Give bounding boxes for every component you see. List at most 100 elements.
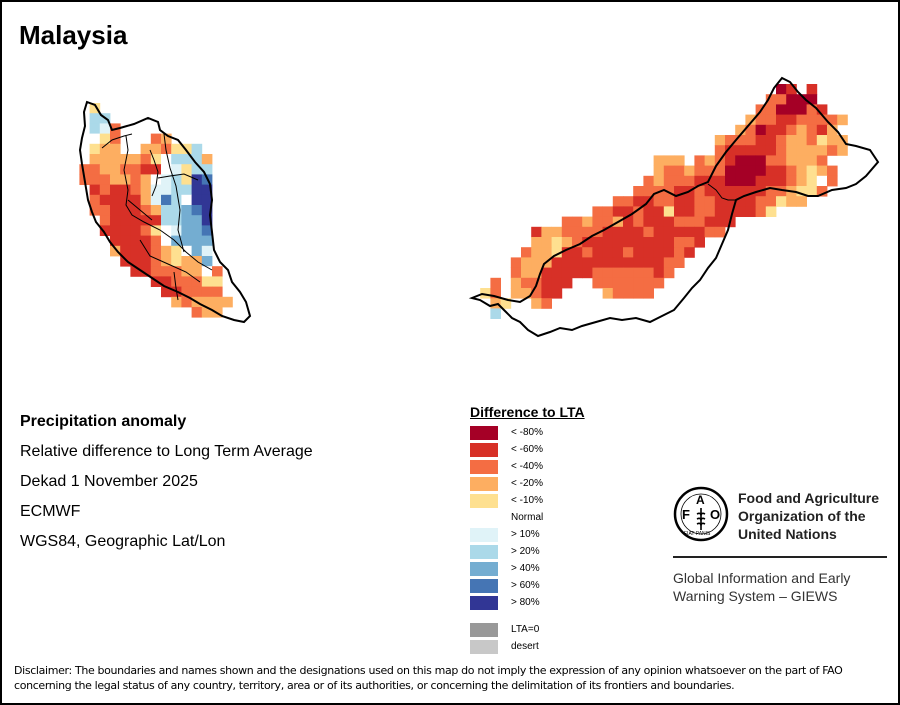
raster-cell bbox=[674, 237, 685, 248]
raster-cell bbox=[161, 205, 172, 216]
raster-cell bbox=[602, 288, 614, 299]
legend-swatch bbox=[470, 639, 498, 654]
raster-cell bbox=[150, 184, 162, 196]
raster-cell bbox=[806, 155, 818, 166]
raster-cell bbox=[130, 154, 141, 165]
raster-cell bbox=[201, 225, 213, 236]
raster-cell bbox=[714, 226, 726, 238]
raster-cell bbox=[150, 235, 162, 247]
legend-label: > 10% bbox=[511, 529, 540, 540]
raster-cell bbox=[510, 277, 522, 289]
raster-cell bbox=[674, 165, 685, 177]
raster-cell bbox=[191, 307, 203, 318]
raster-cell bbox=[633, 196, 644, 207]
raster-cell bbox=[110, 184, 121, 196]
raster-cell bbox=[684, 216, 695, 228]
raster-cell bbox=[827, 175, 838, 187]
raster-cell bbox=[776, 175, 787, 187]
raster-cell bbox=[745, 114, 756, 126]
raster-cell bbox=[561, 247, 573, 258]
raster-cell bbox=[796, 94, 807, 105]
raster-cell bbox=[755, 175, 767, 187]
raster-cell bbox=[572, 267, 583, 279]
raster-cell bbox=[181, 174, 192, 185]
legend-item: < -40% bbox=[470, 458, 585, 475]
raster-cell bbox=[582, 226, 593, 238]
raster-cell bbox=[704, 226, 716, 238]
raster-cell bbox=[99, 133, 111, 145]
raster-cell bbox=[786, 165, 797, 177]
raster-cell bbox=[161, 215, 172, 226]
raster-cell bbox=[120, 215, 131, 226]
raster-cell bbox=[510, 257, 522, 268]
raster-cell bbox=[694, 226, 705, 238]
raster-cell bbox=[89, 123, 101, 134]
raster-cell bbox=[551, 237, 563, 248]
raster-cell bbox=[796, 165, 807, 177]
raster-cell bbox=[181, 143, 192, 155]
raster-cell bbox=[150, 245, 162, 257]
raster-cell bbox=[110, 205, 121, 216]
divider bbox=[673, 556, 887, 558]
legend-label: > 40% bbox=[511, 563, 540, 574]
raster-cell bbox=[140, 235, 152, 247]
raster-cell bbox=[140, 245, 152, 257]
raster-cell bbox=[551, 267, 563, 279]
raster-cell bbox=[191, 286, 203, 298]
raster-cell bbox=[592, 216, 603, 228]
raster-cell bbox=[181, 215, 192, 226]
raster-cell bbox=[130, 245, 141, 257]
legend-swatch bbox=[470, 425, 498, 440]
raster-cell bbox=[99, 194, 111, 206]
legend-label: > 60% bbox=[511, 580, 540, 591]
raster-cell bbox=[551, 277, 563, 289]
legend-swatch bbox=[470, 578, 498, 593]
raster-cell bbox=[150, 266, 162, 277]
raster-cell bbox=[541, 277, 552, 289]
raster-cell bbox=[816, 104, 828, 115]
raster-cell bbox=[602, 267, 614, 279]
legend-label: < -60% bbox=[511, 444, 543, 455]
raster-cell bbox=[130, 164, 141, 175]
raster-cell bbox=[181, 194, 192, 206]
raster-cell bbox=[674, 206, 685, 217]
raster-cell bbox=[694, 155, 705, 166]
raster-cell bbox=[612, 277, 624, 289]
raster-cell bbox=[161, 174, 172, 185]
raster-cell bbox=[161, 133, 172, 145]
raster-cell bbox=[582, 267, 593, 279]
peninsular-malaysia-raster bbox=[79, 103, 233, 318]
raster-cell bbox=[161, 184, 172, 196]
raster-cell bbox=[531, 288, 542, 299]
raster-cell bbox=[725, 206, 736, 217]
raster-cell bbox=[212, 266, 223, 277]
raster-cell bbox=[714, 196, 726, 207]
raster-cell bbox=[561, 216, 573, 228]
raster-cell bbox=[725, 186, 736, 197]
raster-cell bbox=[140, 174, 152, 185]
raster-cell bbox=[120, 245, 131, 257]
raster-cell bbox=[765, 155, 777, 166]
raster-cell bbox=[776, 155, 787, 166]
legend-item: desert bbox=[470, 638, 585, 655]
raster-cell bbox=[765, 124, 777, 136]
raster-cell bbox=[776, 165, 787, 177]
raster-cell bbox=[663, 175, 675, 187]
raster-cell bbox=[704, 206, 716, 217]
legend-classes: < -80% < -60% < -40% < -20% < -10% Normal > 10… bbox=[470, 424, 585, 611]
raster-cell bbox=[806, 114, 818, 126]
raster-cell bbox=[663, 186, 675, 197]
legend-label: desert bbox=[511, 641, 539, 652]
raster-cell bbox=[140, 184, 152, 196]
raster-cell bbox=[786, 104, 797, 115]
disclaimer: Disclaimer: The boundaries and names sho… bbox=[14, 664, 843, 692]
raster-cell bbox=[99, 123, 111, 134]
raster-cell bbox=[120, 256, 131, 267]
raster-cell bbox=[623, 247, 634, 258]
raster-cell bbox=[612, 257, 624, 268]
raster-cell bbox=[653, 216, 665, 228]
raster-cell bbox=[531, 267, 542, 279]
raster-cell bbox=[633, 257, 644, 268]
legend-label: < -20% bbox=[511, 478, 543, 489]
raster-cell bbox=[806, 135, 818, 146]
